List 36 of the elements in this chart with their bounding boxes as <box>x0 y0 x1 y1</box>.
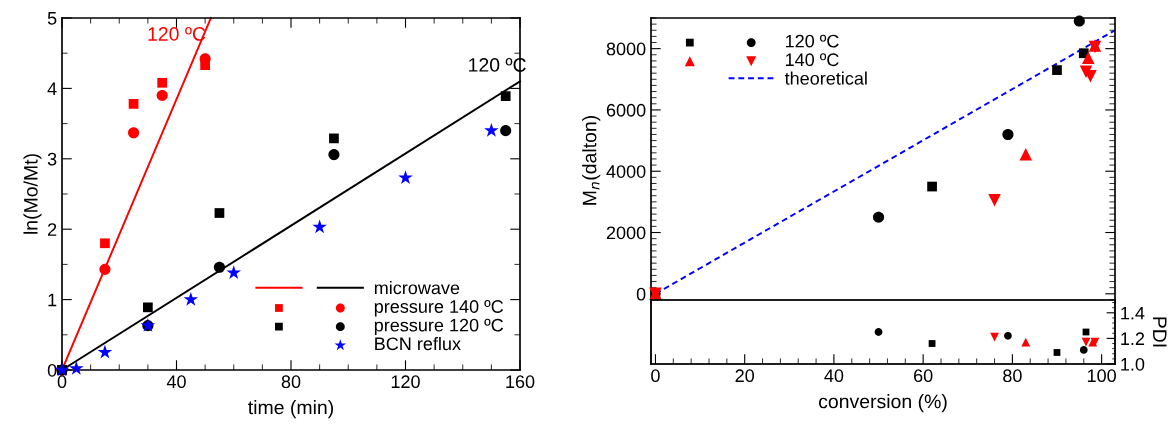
y2-tick-label: 1.2 <box>1121 332 1145 345</box>
y2-tick-label: 1.4 <box>1121 306 1145 320</box>
x-tick-label: 80 <box>281 375 301 389</box>
y-tick-label: 8000 <box>606 42 646 56</box>
x-tick-label: 160 <box>506 375 535 389</box>
x-tick-label: 120 <box>391 375 420 389</box>
y-tick-label: 4000 <box>606 165 646 178</box>
legend-label: theoretical <box>784 71 867 85</box>
legend-label: 120 ºC <box>785 34 839 48</box>
x-tick-label: 0 <box>651 369 660 383</box>
y-axis-title: ln(Mo/Mt) <box>23 154 42 234</box>
x-tick-label: 80 <box>1003 369 1022 383</box>
y2-tick-label: 1.0 <box>1121 357 1145 371</box>
x-tick-label: 20 <box>735 369 755 383</box>
y2-axis-title: PDI <box>1153 317 1167 347</box>
legend-label: pressure 140 ºC <box>374 300 504 317</box>
x-tick-label: 60 <box>914 369 933 383</box>
x-tick-label: 100 <box>1087 369 1116 383</box>
x-tick-label: 40 <box>824 369 844 383</box>
y-tick-label: 3 <box>47 152 57 166</box>
x-tick-label: 40 <box>166 375 186 389</box>
y-tick-label: 2000 <box>606 226 646 240</box>
legend-label: BCN reflux <box>375 336 461 351</box>
y-tick-label: 5 <box>47 12 57 25</box>
x-axis-title: time (min) <box>248 400 333 419</box>
y-axis-title: M$_{n}$(dalton) <box>582 116 601 205</box>
y-tick-label: 0 <box>636 287 646 301</box>
y-tick-label: 1 <box>48 293 57 307</box>
y-tick-label: 4 <box>47 82 57 95</box>
legend-label: 140 ºC <box>785 53 839 67</box>
y-tick-label: 2 <box>48 223 57 236</box>
x-tick-label: 0 <box>57 375 67 389</box>
legend-label: pressure 120 ºC <box>374 318 504 336</box>
y-tick-label: 6000 <box>606 103 646 117</box>
legend-label: microwave <box>374 281 460 295</box>
x-axis-title: conversion (%) <box>818 394 947 413</box>
